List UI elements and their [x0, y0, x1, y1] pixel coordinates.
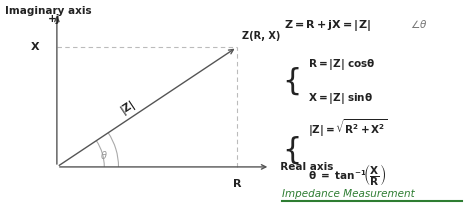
- Text: Imaginary axis: Imaginary axis: [5, 6, 91, 16]
- Text: Z(R, X): Z(R, X): [242, 31, 280, 41]
- Text: |Z|: |Z|: [118, 98, 137, 116]
- Text: +j: +j: [48, 14, 61, 24]
- Text: $\mathbf{\theta\ =\ tan^{-1}\!\left(\dfrac{X}{R}\right)}$: $\mathbf{\theta\ =\ tan^{-1}\!\left(\dfr…: [308, 162, 386, 189]
- Text: $\mathbf{R = |Z|\ cos\theta}$: $\mathbf{R = |Z|\ cos\theta}$: [308, 57, 375, 72]
- Text: Impedance Measurement: Impedance Measurement: [282, 189, 415, 199]
- Text: $\mathbf{X = |Z|\ sin\theta}$: $\mathbf{X = |Z|\ sin\theta}$: [308, 91, 373, 106]
- Text: R: R: [233, 179, 241, 189]
- Text: $\mathbf{|Z| = \sqrt{R^2 + X^2}}$: $\mathbf{|Z| = \sqrt{R^2 + X^2}}$: [308, 117, 388, 139]
- Text: {: {: [282, 135, 301, 164]
- Text: X: X: [31, 42, 40, 52]
- Text: θ: θ: [101, 151, 107, 161]
- Text: {: {: [282, 67, 301, 96]
- Text: $\angle\theta$: $\angle\theta$: [410, 18, 428, 30]
- Text: $\mathbf{Z = R + jX = |Z|}$: $\mathbf{Z = R + jX = |Z|}$: [284, 18, 371, 33]
- Text: Real axis: Real axis: [273, 162, 333, 172]
